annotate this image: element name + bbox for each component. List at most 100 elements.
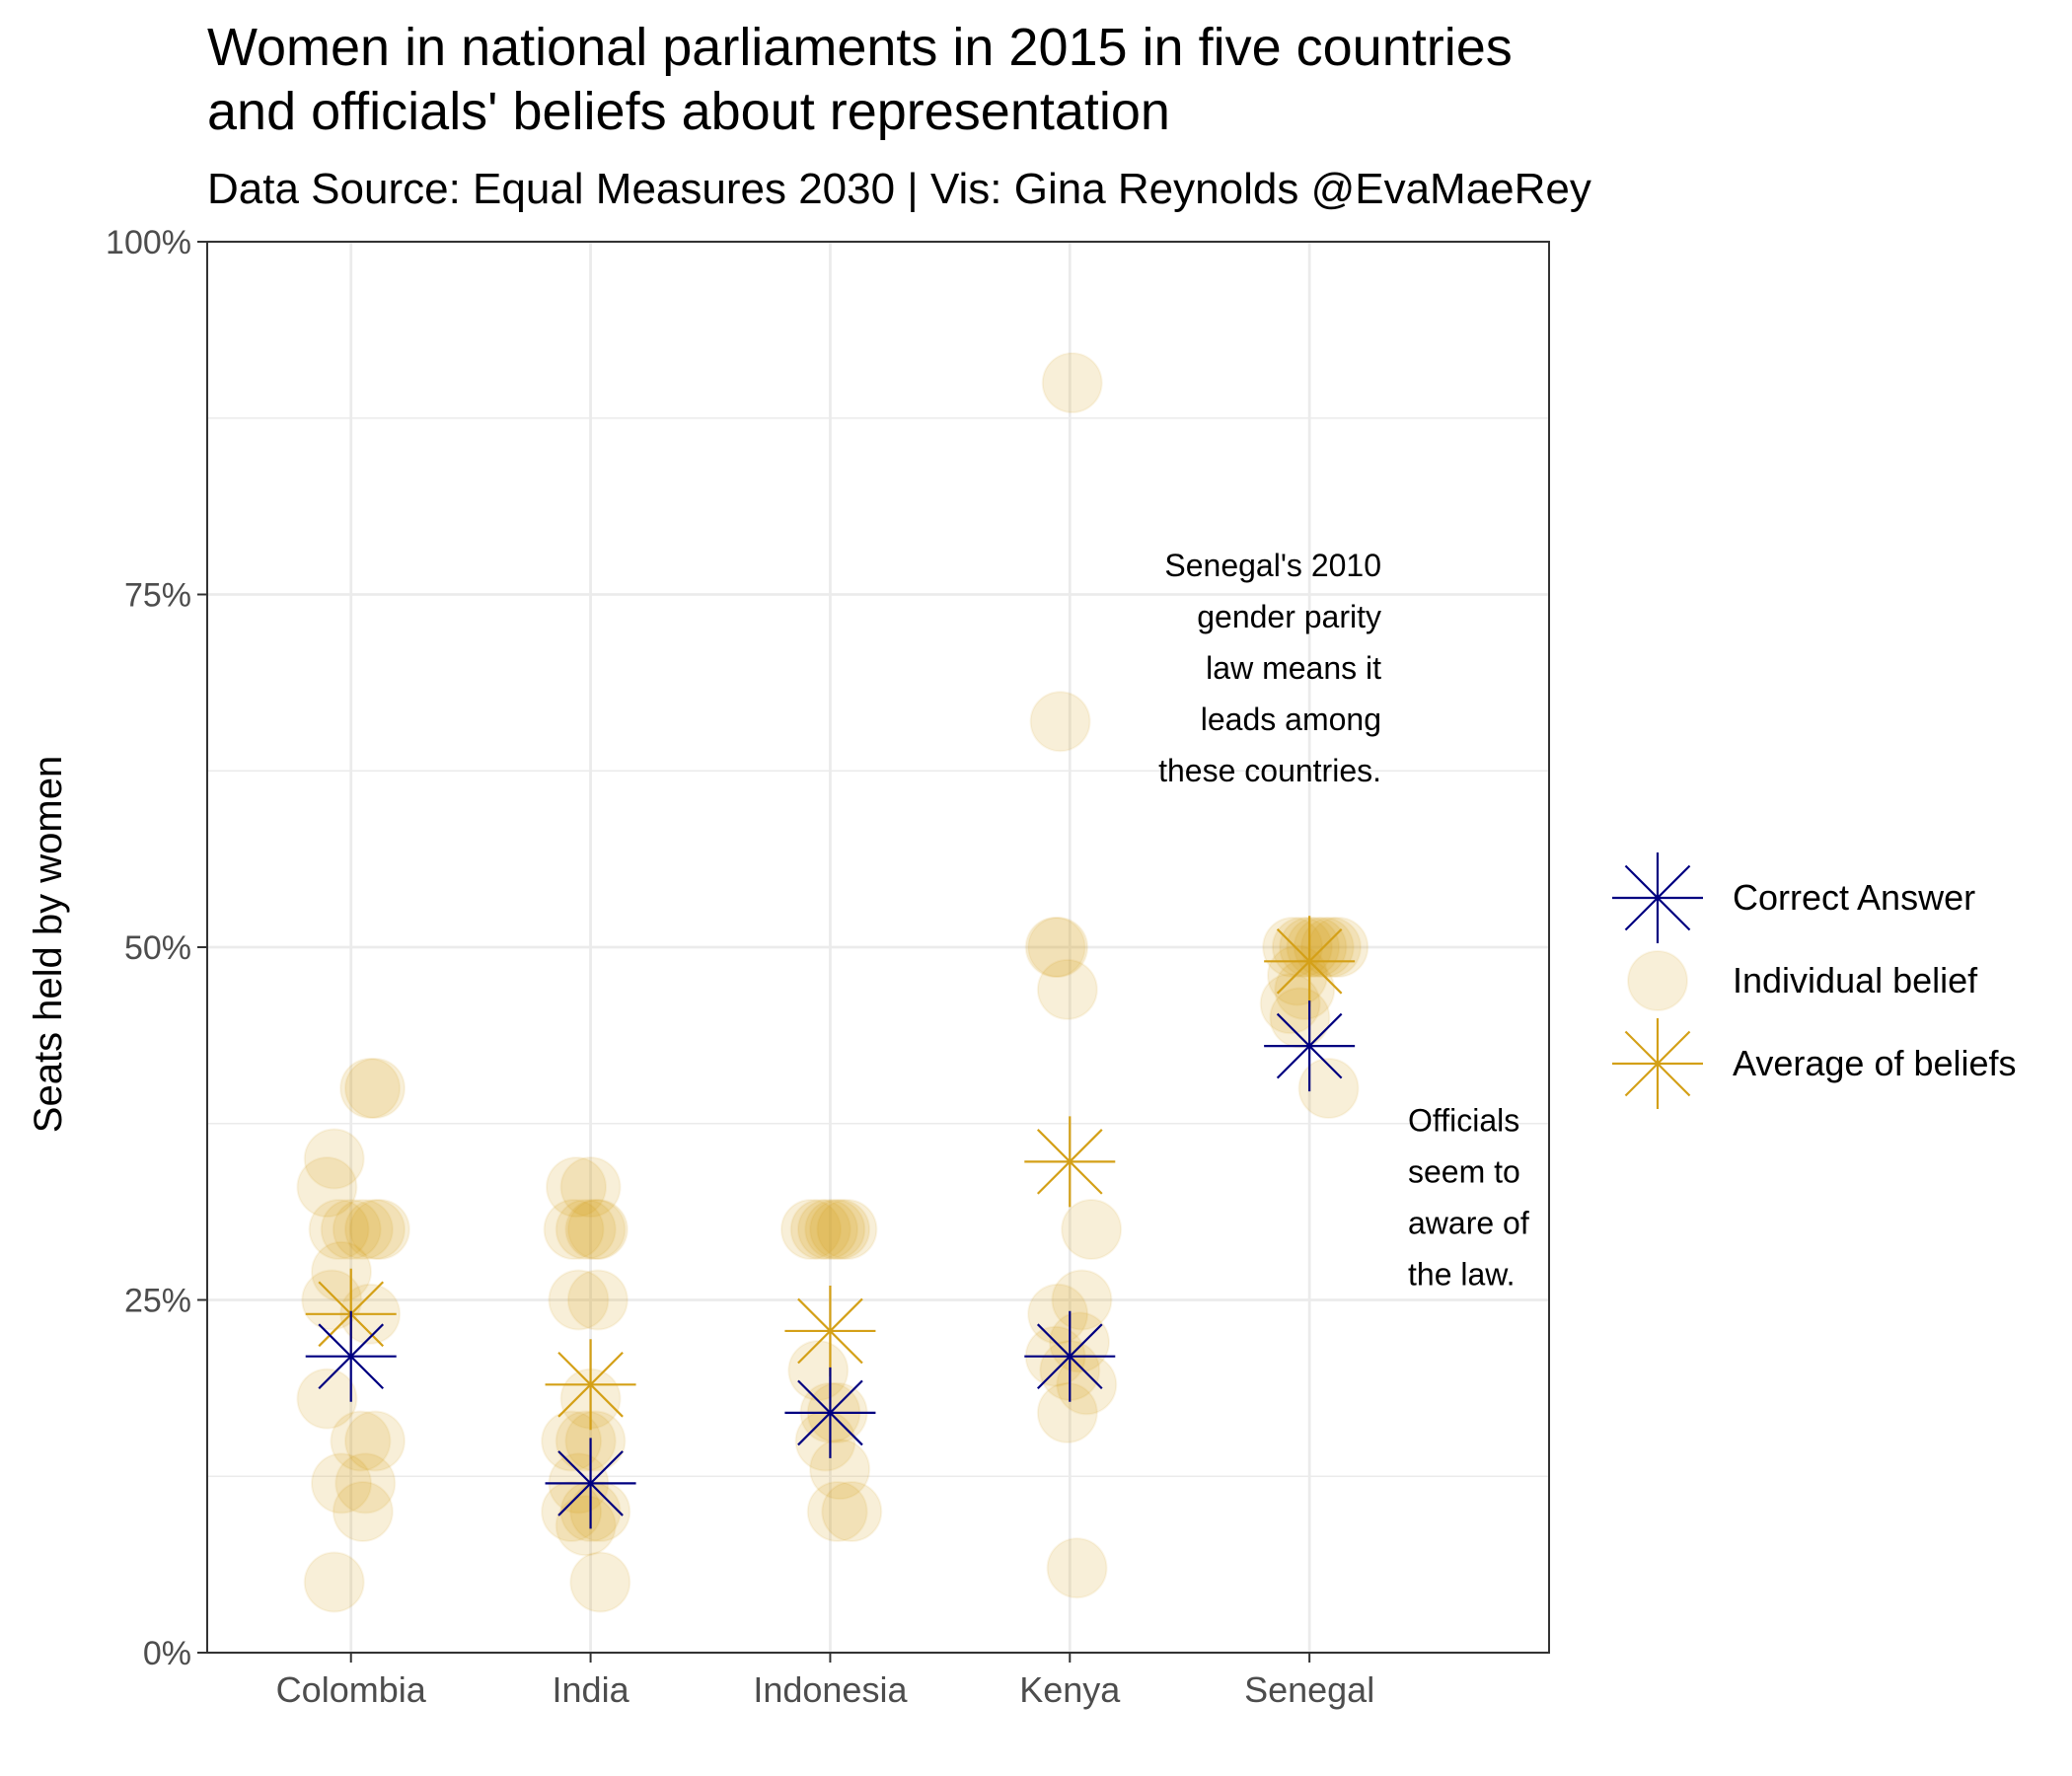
belief-point-colombia: [296, 1368, 358, 1430]
belief-point-colombia: [348, 1199, 410, 1260]
legend-key-circle: [1627, 950, 1688, 1011]
star-spoke: [1276, 1012, 1343, 1079]
belief-point-kenya: [1024, 917, 1086, 978]
belief-point-colombia: [311, 1240, 372, 1302]
star-spoke: [1036, 1129, 1103, 1195]
legend-item-correct-answer: Correct Answer: [1612, 852, 1975, 943]
belief-point-india: [546, 1156, 607, 1219]
y-tick-label: 0%: [143, 1635, 191, 1672]
belief-point-colombia: [332, 1481, 394, 1542]
annotation-line: aware of: [1408, 1206, 1529, 1241]
belief-point-india: [564, 1199, 627, 1260]
belief-point-colombia: [308, 1199, 370, 1260]
belief-point-indonesia: [780, 1199, 842, 1260]
x-tick-label: India: [553, 1669, 630, 1710]
legend-key-star: [1612, 1018, 1703, 1109]
belief-point-colombia: [344, 1199, 406, 1260]
belief-point-kenya: [1036, 958, 1098, 1020]
average-of-beliefs-marker-indonesia: [784, 1285, 876, 1376]
belief-point-kenya: [1061, 1199, 1123, 1260]
legend-item-individual-belief: Individual belief: [1627, 950, 1978, 1011]
correct-answer-marker-senegal: [1264, 1000, 1356, 1092]
belief-point-colombia: [344, 1058, 406, 1119]
star-spoke: [1624, 864, 1691, 931]
chart-title-line-2: and officials' beliefs about representat…: [207, 82, 1170, 141]
star-spoke: [1624, 1030, 1691, 1097]
belief-point-indonesia: [821, 1481, 883, 1542]
belief-point-kenya: [1046, 1537, 1108, 1599]
belief-point-kenya: [1056, 1354, 1118, 1416]
belief-point-senegal: [1269, 987, 1331, 1049]
belief-point-kenya: [1027, 917, 1089, 978]
belief-point-india: [566, 1269, 629, 1331]
correct-answer-marker-indonesia: [784, 1367, 876, 1458]
chart-title-line-1: Women in national parliaments in 2015 in…: [207, 18, 1513, 77]
x-tick-label: Indonesia: [753, 1669, 908, 1710]
y-tick-label: 50%: [124, 929, 191, 967]
belief-point-colombia: [344, 1410, 406, 1472]
annotation-line: these countries.: [1158, 753, 1381, 788]
belief-point-colombia: [334, 1452, 397, 1515]
x-tick-label: Senegal: [1244, 1669, 1374, 1710]
annotation-line: law means it: [1206, 650, 1381, 686]
belief-point-colombia: [332, 1199, 394, 1260]
average-of-beliefs-marker-india: [545, 1339, 636, 1431]
star-spoke: [318, 1323, 385, 1390]
belief-point-indonesia: [794, 1410, 856, 1472]
belief-point-indonesia: [816, 1199, 878, 1260]
belief-point-kenya: [1051, 1269, 1113, 1331]
correct-answer-marker-india: [545, 1438, 636, 1529]
belief-point-india: [555, 1495, 617, 1557]
axes: 0% 25% 50% 75% 100% Colombia India Indonesia Ken…: [106, 224, 1374, 1710]
belief-point-indonesia: [806, 1481, 868, 1542]
belief-point-india: [543, 1199, 605, 1260]
legend-label: Correct Answer: [1733, 877, 1975, 918]
data-layer: [296, 352, 1369, 1613]
belief-point-india: [559, 1156, 622, 1219]
belief-point-india: [569, 1551, 631, 1613]
belief-point-colombia: [303, 1128, 365, 1190]
annotation-line: gender parity: [1197, 599, 1381, 634]
legend-label: Average of beliefs: [1733, 1043, 2017, 1083]
annotation-line: Senegal's 2010: [1164, 548, 1381, 583]
y-tick-label: 25%: [124, 1283, 191, 1320]
annotation-line: the law.: [1408, 1257, 1516, 1293]
belief-point-kenya: [1029, 691, 1091, 753]
belief-point-colombia: [303, 1551, 365, 1613]
belief-point-colombia: [320, 1199, 382, 1260]
legend: Correct Answer Individual belief Average o…: [1612, 852, 2017, 1109]
star-spoke: [797, 1297, 863, 1365]
star-spoke: [1036, 1323, 1103, 1390]
annotation-1: Senegal's 2010 gender parity law means it l…: [1158, 548, 1381, 788]
belief-point-india: [569, 1481, 631, 1542]
annotation-2: Officials seem to aware of the law.: [1408, 1103, 1529, 1293]
belief-point-senegal: [1297, 1058, 1360, 1119]
legend-label: Individual belief: [1733, 960, 1978, 1000]
average-of-beliefs-marker-senegal: [1264, 916, 1356, 1007]
star-spoke: [557, 1351, 624, 1418]
belief-point-colombia: [339, 1058, 402, 1119]
belief-point-colombia: [296, 1156, 358, 1219]
belief-point-india: [555, 1410, 617, 1472]
belief-point-indonesia: [789, 1199, 851, 1260]
belief-point-india: [548, 1269, 610, 1331]
annotation-line: seem to: [1408, 1154, 1520, 1190]
belief-point-indonesia: [804, 1199, 866, 1260]
x-tick-label: Kenya: [1019, 1669, 1121, 1710]
correct-answer-marker-colombia: [305, 1310, 397, 1402]
belief-point-india: [555, 1199, 617, 1260]
average-of-beliefs-marker-kenya: [1024, 1116, 1116, 1208]
belief-point-indonesia: [809, 1199, 871, 1260]
legend-key-star: [1612, 852, 1703, 943]
annotations: Senegal's 2010 gender parity law means it l…: [1158, 548, 1529, 1293]
star-spoke: [1276, 927, 1343, 995]
legend-item-average-of-beliefs: Average of beliefs: [1612, 1018, 2017, 1109]
belief-point-senegal: [1259, 973, 1321, 1035]
x-tick-label: Colombia: [276, 1669, 427, 1710]
belief-point-kenya: [1036, 1381, 1098, 1443]
belief-point-india: [564, 1410, 627, 1472]
belief-point-indonesia: [809, 1439, 871, 1501]
y-tick-label: 75%: [124, 577, 191, 615]
belief-point-indonesia: [797, 1199, 858, 1260]
